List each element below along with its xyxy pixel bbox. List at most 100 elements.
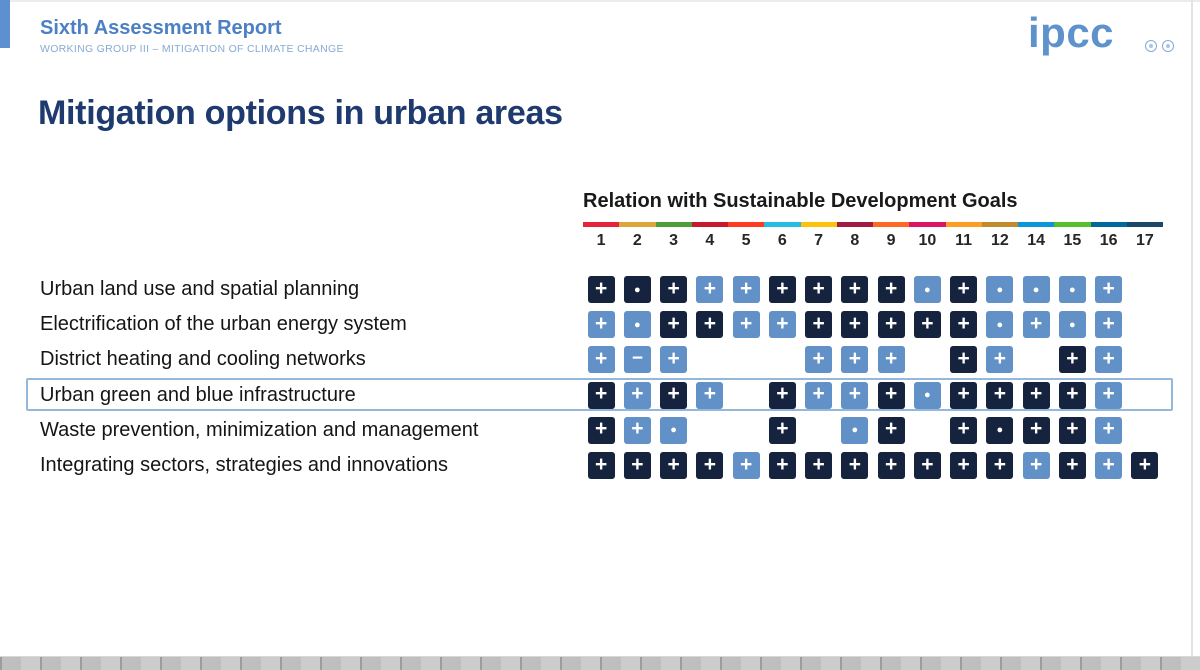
sdg-cell-marker: + [623, 381, 651, 409]
sdg-cell: + [982, 346, 1018, 374]
sdg-cell: + [764, 416, 800, 444]
sdg-cell: + [692, 381, 728, 409]
column-header: 16 [1099, 232, 1118, 249]
sdg-cell-marker: ● [1058, 276, 1086, 303]
sdg-cell-marker: + [1022, 381, 1050, 409]
row-cells: + + ● + ● + + ● + + + [583, 416, 1163, 445]
matrix-title: Relation with Sustainable Development Go… [583, 190, 1018, 212]
sdg-cell-marker: + [1058, 381, 1086, 409]
sdg-cell-marker: ● [986, 416, 1014, 444]
sdg-cell-marker: + [1058, 452, 1086, 479]
sdg-cell-marker: + [1058, 416, 1086, 444]
ipcc-logo: ipcc [1028, 9, 1115, 56]
row-label: Waste prevention, minimization and manag… [40, 418, 479, 441]
sdg-cell: ● [982, 311, 1018, 339]
sdg-cell-marker: ● [623, 276, 651, 303]
row-cells: + ● + + + + + + + + + ● + ● + [583, 310, 1163, 339]
sdg-cell-marker: ● [913, 276, 941, 303]
sdg-cell-marker: + [1095, 416, 1123, 444]
sdg-color-bar [583, 222, 1163, 227]
sdg-cell: ● [982, 416, 1018, 444]
sdg-cell: + [1018, 381, 1054, 409]
un-emblems [1145, 40, 1174, 52]
sdg-cell-marker: ● [660, 416, 688, 444]
sdg-cell: ● [619, 276, 655, 303]
sdg-cell: + [1091, 346, 1127, 374]
sdg-bar-segment [1054, 222, 1091, 227]
sdg-cell: ● [837, 416, 873, 444]
sdg-cell: + [728, 452, 764, 479]
sdg-cell-marker: + [913, 311, 941, 339]
row-label: Electrification of the urban energy syst… [40, 313, 407, 336]
row-label: Urban land use and spatial planning [40, 278, 360, 300]
unep-logo-icon [1162, 40, 1174, 52]
sdg-bar-segment [873, 222, 910, 227]
column-header: 9 [886, 232, 896, 249]
sdg-cell-marker: ● [986, 276, 1014, 303]
sdg-cell-marker: + [768, 311, 796, 339]
sdg-cell: + [583, 452, 619, 479]
sdg-bar-segment [583, 222, 620, 227]
sdg-cell: + [909, 452, 945, 479]
row-cells: + + + + + + + + ● + + + + + [583, 381, 1163, 410]
sdg-cell-marker: + [805, 311, 833, 339]
sdg-cell: + [1091, 311, 1127, 339]
filmstrip-scrubber[interactable] [0, 656, 1200, 670]
sdg-cell-marker: + [660, 276, 688, 303]
sdg-cell: + [728, 311, 764, 339]
column-header: 8 [850, 232, 860, 249]
report-title: Sixth Assessment Report [40, 17, 282, 39]
sdg-cell: + [909, 311, 945, 339]
sdg-cell-marker: ● [1058, 311, 1086, 339]
column-header: 11 [955, 232, 973, 249]
sdg-cell: + [583, 381, 619, 409]
row-cells: + − + + + + + + + + [583, 345, 1163, 374]
sdg-cell: + [873, 452, 909, 479]
sdg-cell: + [764, 381, 800, 409]
sdg-cell-marker: + [950, 416, 978, 444]
sdg-cell: ● [909, 276, 945, 303]
sdg-cell: + [837, 311, 873, 339]
sdg-cell: + [801, 311, 837, 339]
sdg-cell-marker: + [877, 381, 905, 409]
sdg-cell-marker: + [986, 381, 1014, 409]
sdg-cell-marker: + [986, 346, 1014, 374]
sdg-cell-marker: + [841, 311, 869, 339]
sdg-cell: ● [982, 276, 1018, 303]
sdg-cell-marker: + [768, 381, 796, 409]
sdg-cell: + [946, 311, 982, 339]
sdg-cell: + [1054, 416, 1090, 444]
sdg-bar-segment [1126, 222, 1163, 227]
sdg-bar-segment [836, 222, 873, 227]
sdg-bar-segment [800, 222, 837, 227]
sdg-cell: + [801, 276, 837, 303]
sdg-cell: + [1091, 416, 1127, 444]
sdg-cell-marker: + [587, 381, 615, 409]
sdg-cell-marker: ● [986, 311, 1014, 339]
sdg-cell-marker: + [877, 416, 905, 444]
sdg-cell: + [1091, 452, 1127, 479]
sdg-cell: + [873, 346, 909, 374]
column-header: 6 [777, 232, 787, 249]
sdg-cell: + [873, 276, 909, 303]
column-header: 15 [1063, 232, 1082, 249]
sdg-cell: + [764, 276, 800, 303]
sdg-cell: + [837, 346, 873, 374]
sdg-cell-marker: + [587, 276, 615, 303]
sdg-cell-marker: + [587, 311, 615, 339]
sdg-cell: + [837, 452, 873, 479]
sdg-cell: + [656, 311, 692, 339]
sdg-bar-segment [981, 222, 1018, 227]
top-hairline [0, 0, 1200, 2]
sdg-cell-marker: + [660, 346, 688, 374]
sdg-cell-marker: + [660, 452, 688, 479]
column-header: 1 [596, 232, 606, 249]
sdg-cell: + [1054, 452, 1090, 479]
sdg-cell: + [619, 452, 655, 479]
right-edge-divider [1191, 0, 1193, 656]
sdg-cell: + [583, 276, 619, 303]
sdg-cell-marker: + [841, 346, 869, 374]
sdg-cell-marker: + [986, 452, 1014, 479]
sdg-cell: + [728, 276, 764, 303]
slide-title: Mitigation options in urban areas [38, 94, 563, 132]
